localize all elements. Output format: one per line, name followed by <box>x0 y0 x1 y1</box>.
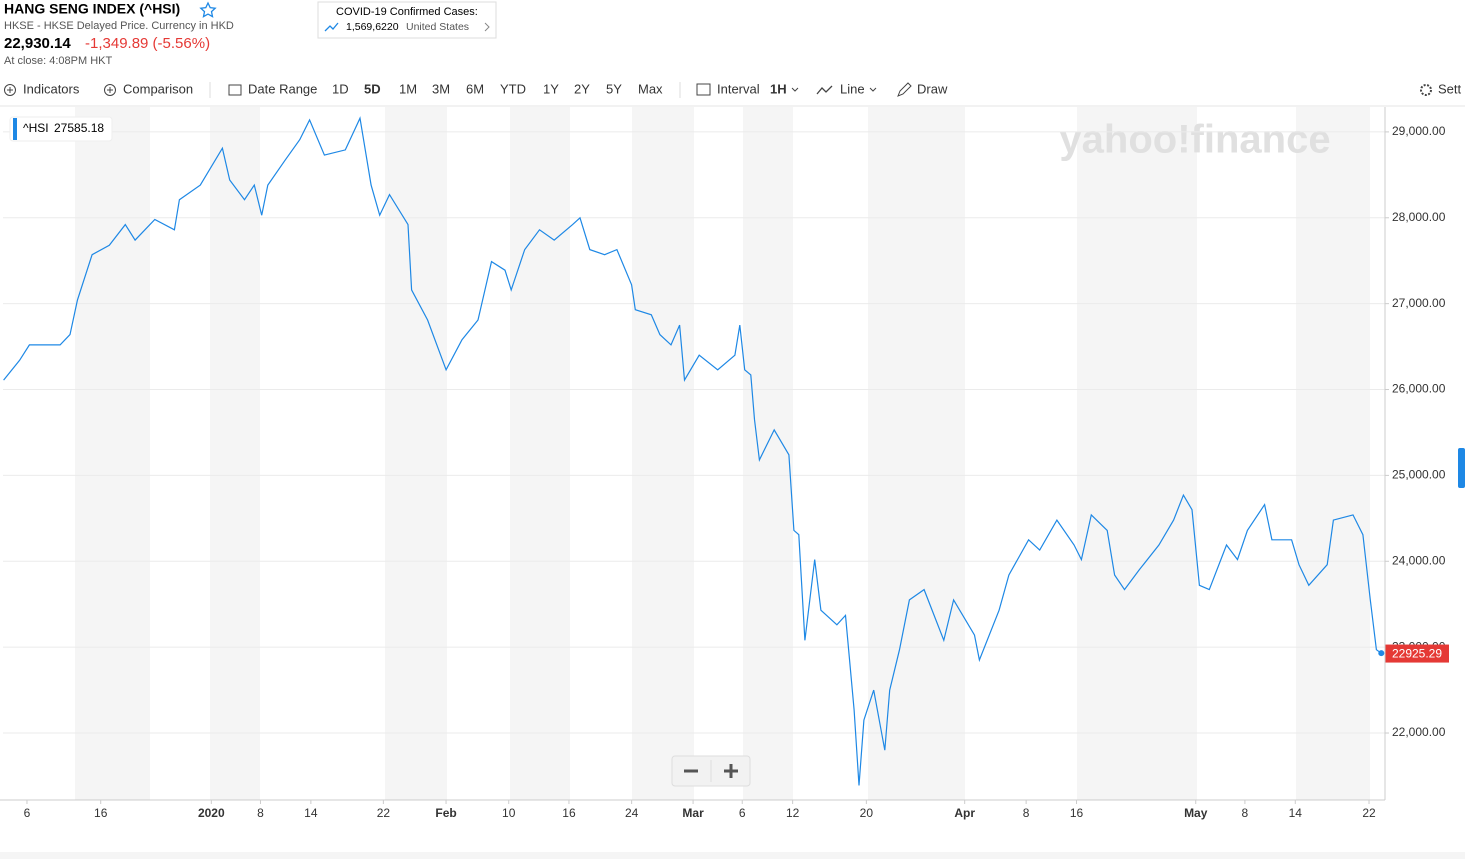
x-tick-label: 22 <box>1362 806 1376 820</box>
side-tab[interactable] <box>1458 448 1465 488</box>
x-tick-label: 16 <box>562 806 576 820</box>
legend-box <box>9 116 113 142</box>
chevron <box>869 87 877 92</box>
interval-button[interactable]: 1H <box>770 81 787 96</box>
y-tick-label: 26,000.00 <box>1392 382 1446 396</box>
range-button[interactable]: 2Y <box>574 81 590 96</box>
interval-label: Interval <box>717 81 760 96</box>
x-tick-label: 10 <box>502 806 516 820</box>
range-button[interactable]: Max <box>638 81 663 96</box>
shading <box>75 107 1370 800</box>
band <box>632 107 694 800</box>
band <box>1296 107 1370 800</box>
range-button[interactable]: 1Y <box>543 81 559 96</box>
watchlist-star[interactable] <box>199 1 217 18</box>
watermark: yahoo!finance <box>1059 118 1330 162</box>
x-tick-label: 16 <box>1070 806 1084 820</box>
y-tick-label: 29,000.00 <box>1392 124 1446 138</box>
x-tick-label: 8 <box>1242 806 1249 820</box>
exchange: HKSE - HKSE Delayed Price. Currency in H… <box>4 20 234 32</box>
comparison-icon <box>104 84 116 96</box>
covid-box[interactable]: COVID-19 Confirmed Cases: 1,569,6220 Uni… <box>317 1 497 39</box>
covid-chevron <box>484 22 490 32</box>
price-tag <box>1385 644 1449 663</box>
range-button[interactable]: 6M <box>466 81 484 96</box>
comparison-button[interactable]: Comparison <box>123 81 193 96</box>
range-button[interactable]: 1D <box>332 81 349 96</box>
x-tick-label: Apr <box>954 806 975 820</box>
x-tick-label: Mar <box>682 806 704 820</box>
x-tick-label: 12 <box>786 806 800 820</box>
x-tick-label: May <box>1184 806 1208 820</box>
draw-button[interactable]: Draw <box>917 81 948 96</box>
range-button[interactable]: 1M <box>399 81 417 96</box>
chevron <box>791 87 799 92</box>
title: HANG SENG INDEX (^HSI) <box>4 1 180 17</box>
x-tick-label: 16 <box>94 806 108 820</box>
price-line <box>3 116 1382 786</box>
last-point <box>1378 650 1385 657</box>
x-tick-label: 22 <box>377 806 391 820</box>
legend-name: ^HSI <box>23 121 49 135</box>
x-tick-label: 6 <box>24 806 31 820</box>
legend: ^HSI 27585.18 <box>9 116 113 142</box>
indicators-button[interactable]: Indicators <box>23 81 80 96</box>
covid-region: United States <box>406 21 469 33</box>
y-tick-label: 25,000.00 <box>1392 468 1446 482</box>
close-time: At close: 4:08PM HKT <box>4 55 112 67</box>
covid-frame <box>317 1 497 39</box>
covid-count: 1,569,6220 <box>346 21 399 33</box>
band <box>1077 107 1197 800</box>
footer-strip <box>0 852 1465 859</box>
x-tick-label: 14 <box>304 806 318 820</box>
covid-icon <box>324 22 339 32</box>
y-tick-label: 24,000.00 <box>1392 553 1446 567</box>
settings-icon <box>1420 84 1432 96</box>
y-tick-label: 28,000.00 <box>1392 210 1446 224</box>
range-button[interactable]: 5Y <box>606 81 622 96</box>
calendar-icon <box>228 84 242 96</box>
band <box>743 107 793 800</box>
chart: 22,000.0023,000.0024,000.0025,000.0026,0… <box>3 116 1449 820</box>
x-tick-label: Feb <box>435 806 456 820</box>
band <box>868 107 965 800</box>
interval-icon <box>696 83 711 96</box>
date-range-button[interactable]: Date Range <box>248 81 317 96</box>
draw-icon <box>897 82 912 97</box>
indicators-icon <box>7 87 13 93</box>
covid-label: COVID-19 Confirmed Cases: <box>336 6 478 18</box>
comparison-icon <box>107 87 113 93</box>
legend-value: 27585.18 <box>54 121 104 135</box>
band <box>75 107 150 800</box>
settings-button[interactable]: Sett <box>1438 81 1462 96</box>
indicators-icon <box>4 84 16 96</box>
y-tick-label: 27,000.00 <box>1392 296 1446 310</box>
range-button[interactable]: 3M <box>432 81 450 96</box>
x-tick-label: 20 <box>860 806 874 820</box>
x-tick-label: 8 <box>257 806 264 820</box>
legend-swatch <box>13 118 17 140</box>
chart-style-button[interactable]: Line <box>840 81 865 96</box>
line-icon <box>816 85 833 95</box>
band <box>385 107 447 800</box>
range-group: 1D 5D 1M 3M 6M YTD 1Y 2Y 5Y Max <box>332 81 663 96</box>
price-change: -1,349.89 (-5.56%) <box>85 35 210 52</box>
zoom-in-button[interactable] <box>724 764 738 778</box>
range-button[interactable]: 5D <box>364 81 381 96</box>
zoom-controls <box>671 755 751 787</box>
x-tick-label: 8 <box>1023 806 1030 820</box>
x-tick-label: 24 <box>625 806 639 820</box>
y-tick-label: 22,000.00 <box>1392 725 1446 739</box>
band <box>210 107 260 800</box>
price: 22,930.14 <box>4 35 71 52</box>
toolbar: Indicators Comparison Date Range 1D 5D 1M 3… <box>4 81 1462 98</box>
x-tick-label: 6 <box>739 806 746 820</box>
x-tick-label: 14 <box>1289 806 1303 820</box>
price-tag-label: 22925.29 <box>1392 647 1442 661</box>
range-button[interactable]: YTD <box>500 81 526 96</box>
x-tick-label: 2020 <box>198 806 225 820</box>
band <box>510 107 570 800</box>
